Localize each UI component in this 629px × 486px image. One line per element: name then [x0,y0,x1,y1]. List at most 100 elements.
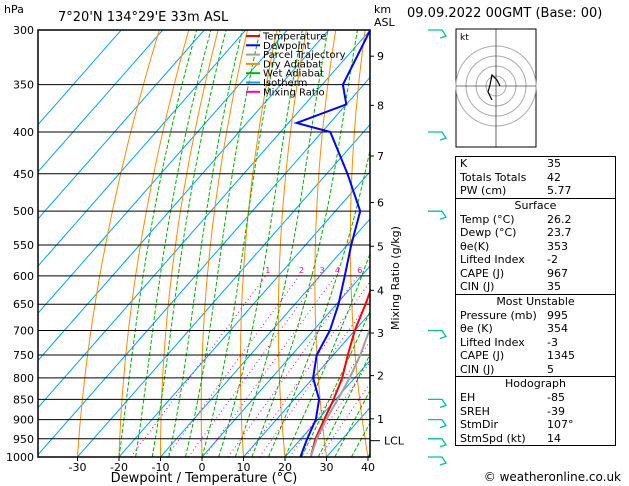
table-row: Temp (°C) 26.2 [456,213,615,227]
table-row: Lifted Index -2 [456,253,615,267]
table-row: Lifted Index -3 [456,336,615,350]
mixing-ratio-tick-label: 2 [299,266,304,275]
pressure-tick-label: 800 [13,372,34,385]
row-label: θe(K) [460,239,490,253]
pressure-tick-label: 850 [13,393,34,406]
row-value: 26.2 [547,212,572,226]
pressure-tick-label: 700 [13,325,34,338]
wet-adiabat-line [135,30,212,457]
row-label: Lifted Index [460,335,525,349]
legend-entry: Dry Adiabat [263,59,322,70]
hodograph-kt-label: kt [460,33,469,43]
wet-adiabat-line [317,353,370,457]
mixing-ratio-tick-label: 4 [335,266,340,275]
hpa-label: hPa [4,3,24,16]
isotherm-line [243,312,370,457]
pressure-tick-label: 950 [13,433,34,446]
row-value: -3 [547,335,558,349]
table-row: CIN (J) 35 [456,280,615,294]
table-row: StmSpd (kt) 14 [456,432,615,446]
legend-entry: Parcel Trajectory [263,50,346,61]
mixing-ratio-tick-label: 6 [357,266,362,275]
row-label: Pressure (mb) [460,308,537,322]
wet-adiabat-line [151,30,227,457]
table-row: Pressure (mb) 995 [456,309,615,323]
pressure-tick-label: 600 [13,270,34,283]
wind-barb [428,210,448,220]
row-label: SREH [460,404,490,418]
isotherm-line [38,30,205,220]
surface-section: Surface Temp (°C) 26.2 Dewp (°C) 23.7 θe(K) 3… [456,197,615,294]
wet-adiabat-line [118,30,198,457]
unstable-section: Most Unstable Pressure (mb) 995 θe (K) 354 L… [456,293,615,377]
mixing-ratio-line [227,275,359,457]
mixing-ratio-tick-label: 16 [413,266,423,275]
wind-barb [428,456,448,466]
wet-adiabat-line [184,30,261,457]
table-row: PW (cm) 5.77 [456,184,615,198]
row-value: 14 [547,431,561,445]
series-parcel-trajectory [309,326,370,457]
wind-barb [428,418,448,429]
row-value: -85 [547,391,565,404]
wet-adiabat-line [334,389,370,457]
km-tick-label: 3 [377,327,384,340]
mixing-ratio-tick-label: 3 [320,266,325,275]
km-tick-label: 6 [377,197,384,210]
table-row: CAPE (J) 967 [456,267,615,281]
unstable-title: Most Unstable [496,294,575,308]
row-label: Temp (°C) [460,212,515,226]
mixing-ratio-tick-label: 25 [441,266,451,275]
km-tick-label: 4 [377,284,384,297]
x-tick-label: 0 [199,461,206,474]
surface-title: Surface [514,198,557,212]
plot-area: 1 2 3 4 6 8 10 16 20 25 [38,30,451,457]
row-value: 353 [547,239,568,253]
lcl-label: LCL [384,435,405,448]
pressure-tick-label: 350 [13,79,34,92]
wind-barb [428,438,448,448]
mixing-ratio-tick-label: 1 [265,266,270,275]
row-label: StmDir [460,418,499,431]
row-label: Dewp (°C) [460,226,517,239]
table-row: θe(K) 353 [456,240,615,254]
legend-entry: Temperature [262,32,326,43]
hodograph-title: Hodograph [505,377,566,390]
row-value: 967 [547,266,568,280]
pressure-tick-label: 1000 [6,451,34,464]
row-value: -39 [547,404,565,418]
x-tick-label: 20 [278,461,292,474]
legend-entry: Wet Adiabat [263,69,324,80]
mixing-ratio-tick-label: 20 [427,266,437,275]
table-row: K 35 [456,157,615,171]
row-value: 5.77 [547,184,572,197]
km-tick-label: 8 [377,99,384,112]
wind-barb [428,329,448,340]
row-label: CIN (J) [460,362,495,376]
table-row: StmDir 107° [456,418,615,432]
row-value: 995 [547,308,568,322]
wind-barb [428,29,448,39]
km-tick-label: 2 [377,370,384,383]
row-label: CAPE (J) [460,349,505,362]
row-value: 35 [547,157,561,170]
x-tick-label: -20 [110,461,128,474]
asl-label: ASL [374,16,396,29]
isotherm-line [284,359,370,457]
series-temperature [309,289,370,457]
row-value: 23.7 [547,226,572,239]
km-tick-label: 5 [377,240,384,253]
pressure-tick-label: 450 [13,168,34,181]
row-value: 354 [547,322,568,335]
pressure-tick-label: 550 [13,239,34,252]
row-label: K [460,157,468,170]
table-row: Totals Totals 42 [456,171,615,185]
row-value: 1345 [547,349,575,362]
row-value: 5 [547,362,554,376]
legend-entry: Dewpoint [263,41,311,52]
row-label: StmSpd (kt) [460,431,526,445]
row-value: 42 [547,170,561,184]
row-label: CAPE (J) [460,266,505,280]
row-value: -2 [547,253,558,266]
row-label: θe (K) [460,322,493,335]
